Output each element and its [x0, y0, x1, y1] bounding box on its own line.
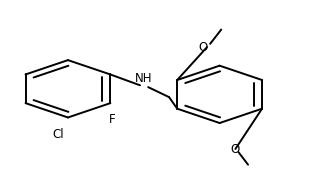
Text: NH: NH — [135, 72, 153, 85]
Text: Cl: Cl — [53, 128, 64, 141]
Text: F: F — [109, 113, 115, 126]
Text: O: O — [198, 41, 208, 54]
Text: O: O — [231, 143, 240, 156]
